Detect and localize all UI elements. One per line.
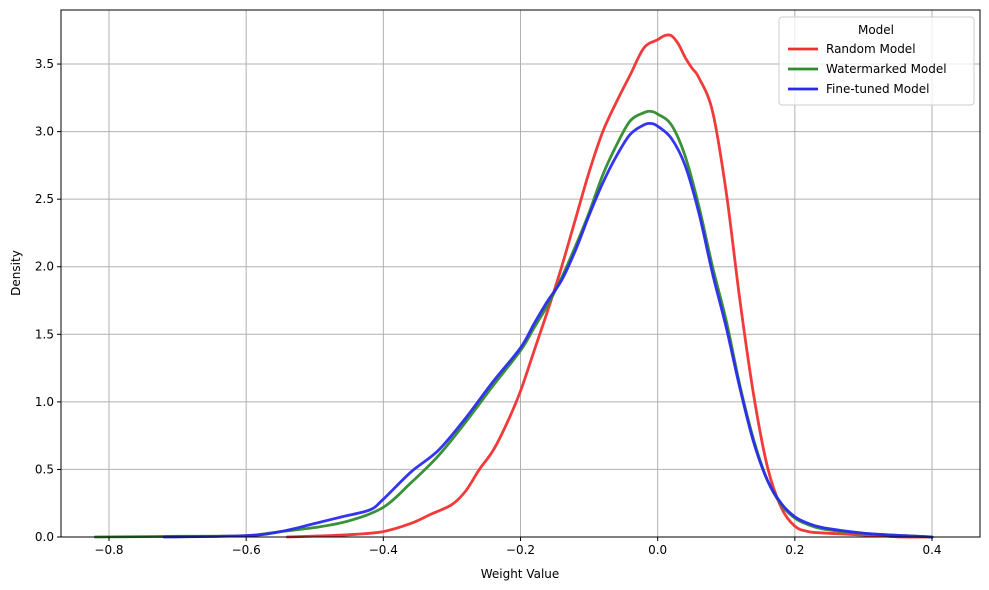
legend: Model Random Model Watermarked Model Fine-… <box>778 16 975 106</box>
y-tick-label: 1.5 <box>35 327 54 341</box>
legend-label: Fine-tuned Model <box>826 82 929 96</box>
y-tick-label: 3.0 <box>35 125 54 139</box>
legend-title: Model <box>858 23 894 37</box>
legend-label: Random Model <box>826 42 916 56</box>
y-tick-label: 0.0 <box>35 530 54 544</box>
series-line-1 <box>285 33 934 539</box>
x-tick-label: −0.2 <box>506 543 535 557</box>
y-tick-label: 0.5 <box>35 462 54 476</box>
series-layer <box>93 33 934 539</box>
y-axis-label: Density <box>9 250 23 296</box>
x-tick-label: −0.4 <box>369 543 398 557</box>
x-tick-label: −0.8 <box>94 543 123 557</box>
x-axis: −0.8 −0.6 −0.4 −0.2 0.0 0.2 0.4 <box>94 537 942 557</box>
legend-entries: Random Model Watermarked Model Fine-tuned … <box>788 42 947 96</box>
x-tick-label: 0.4 <box>922 543 941 557</box>
y-tick-label: 2.5 <box>35 192 54 206</box>
y-tick-label: 2.0 <box>35 260 54 274</box>
legend-box <box>778 16 975 106</box>
legend-label: Watermarked Model <box>826 62 947 76</box>
x-tick-label: −0.6 <box>232 543 261 557</box>
x-tick-label: 0.0 <box>648 543 667 557</box>
y-tick-label: 1.0 <box>35 395 54 409</box>
x-tick-label: 0.2 <box>785 543 804 557</box>
series-line-3 <box>162 121 934 539</box>
y-axis: 0.0 0.5 1.0 1.5 2.0 2.5 3.0 3.5 <box>35 57 61 544</box>
y-tick-label: 3.5 <box>35 57 54 71</box>
x-axis-label: Weight Value <box>481 567 560 581</box>
